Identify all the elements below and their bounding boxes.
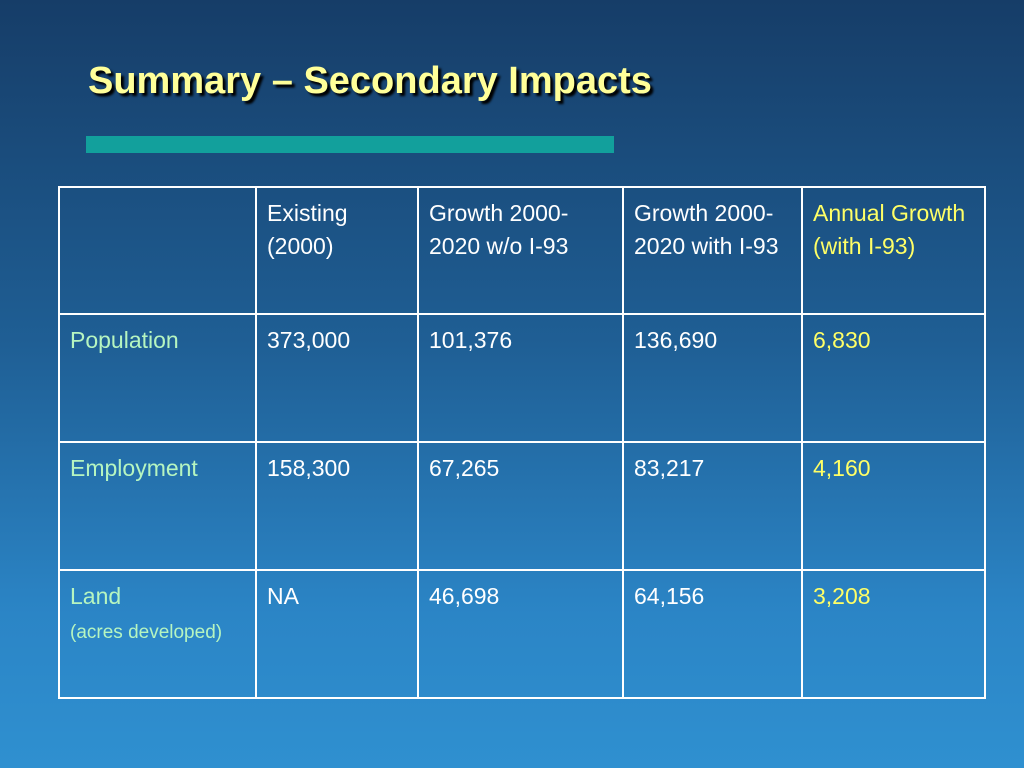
row-label-population: Population [58,313,257,443]
cell-growth-without: 67,265 [417,441,624,571]
cell-existing: 158,300 [255,441,419,571]
cell-annual: 6,830 [801,313,986,443]
summary-table: Existing (2000) Growth 2000-2020 w/o I-9… [58,186,986,699]
row-label-employment: Employment [58,441,257,571]
cell-existing: NA [255,569,419,699]
cell-existing: 373,000 [255,313,419,443]
slide-title: Summary – Secondary Impacts [88,60,652,102]
cell-growth-without: 101,376 [417,313,624,443]
row-label-text: Employment [70,455,198,481]
table-header-row: Existing (2000) Growth 2000-2020 w/o I-9… [58,186,986,315]
row-label-land: Land (acres developed) [58,569,257,699]
cell-annual: 3,208 [801,569,986,699]
table-row-land: Land (acres developed) NA 46,698 64,156 … [58,569,986,699]
header-cell-empty [58,186,257,315]
header-annual-growth: Annual Growth (with I-93) [801,186,986,315]
header-growth-without-i93: Growth 2000-2020 w/o I-93 [417,186,624,315]
row-label-text: Land [70,583,122,609]
table-row-employment: Employment 158,300 67,265 83,217 4,160 [58,441,986,571]
title-accent-bar [86,136,614,153]
cell-growth-without: 46,698 [417,569,624,699]
header-existing: Existing (2000) [255,186,419,315]
cell-growth-with: 136,690 [622,313,803,443]
table-row-population: Population 373,000 101,376 136,690 6,830 [58,313,986,443]
cell-annual: 4,160 [801,441,986,571]
cell-growth-with: 83,217 [622,441,803,571]
cell-growth-with: 64,156 [622,569,803,699]
row-label-text: Population [70,327,179,353]
row-sublabel-acres-developed: (acres developed) [70,622,223,643]
header-growth-with-i93: Growth 2000-2020 with I-93 [622,186,803,315]
